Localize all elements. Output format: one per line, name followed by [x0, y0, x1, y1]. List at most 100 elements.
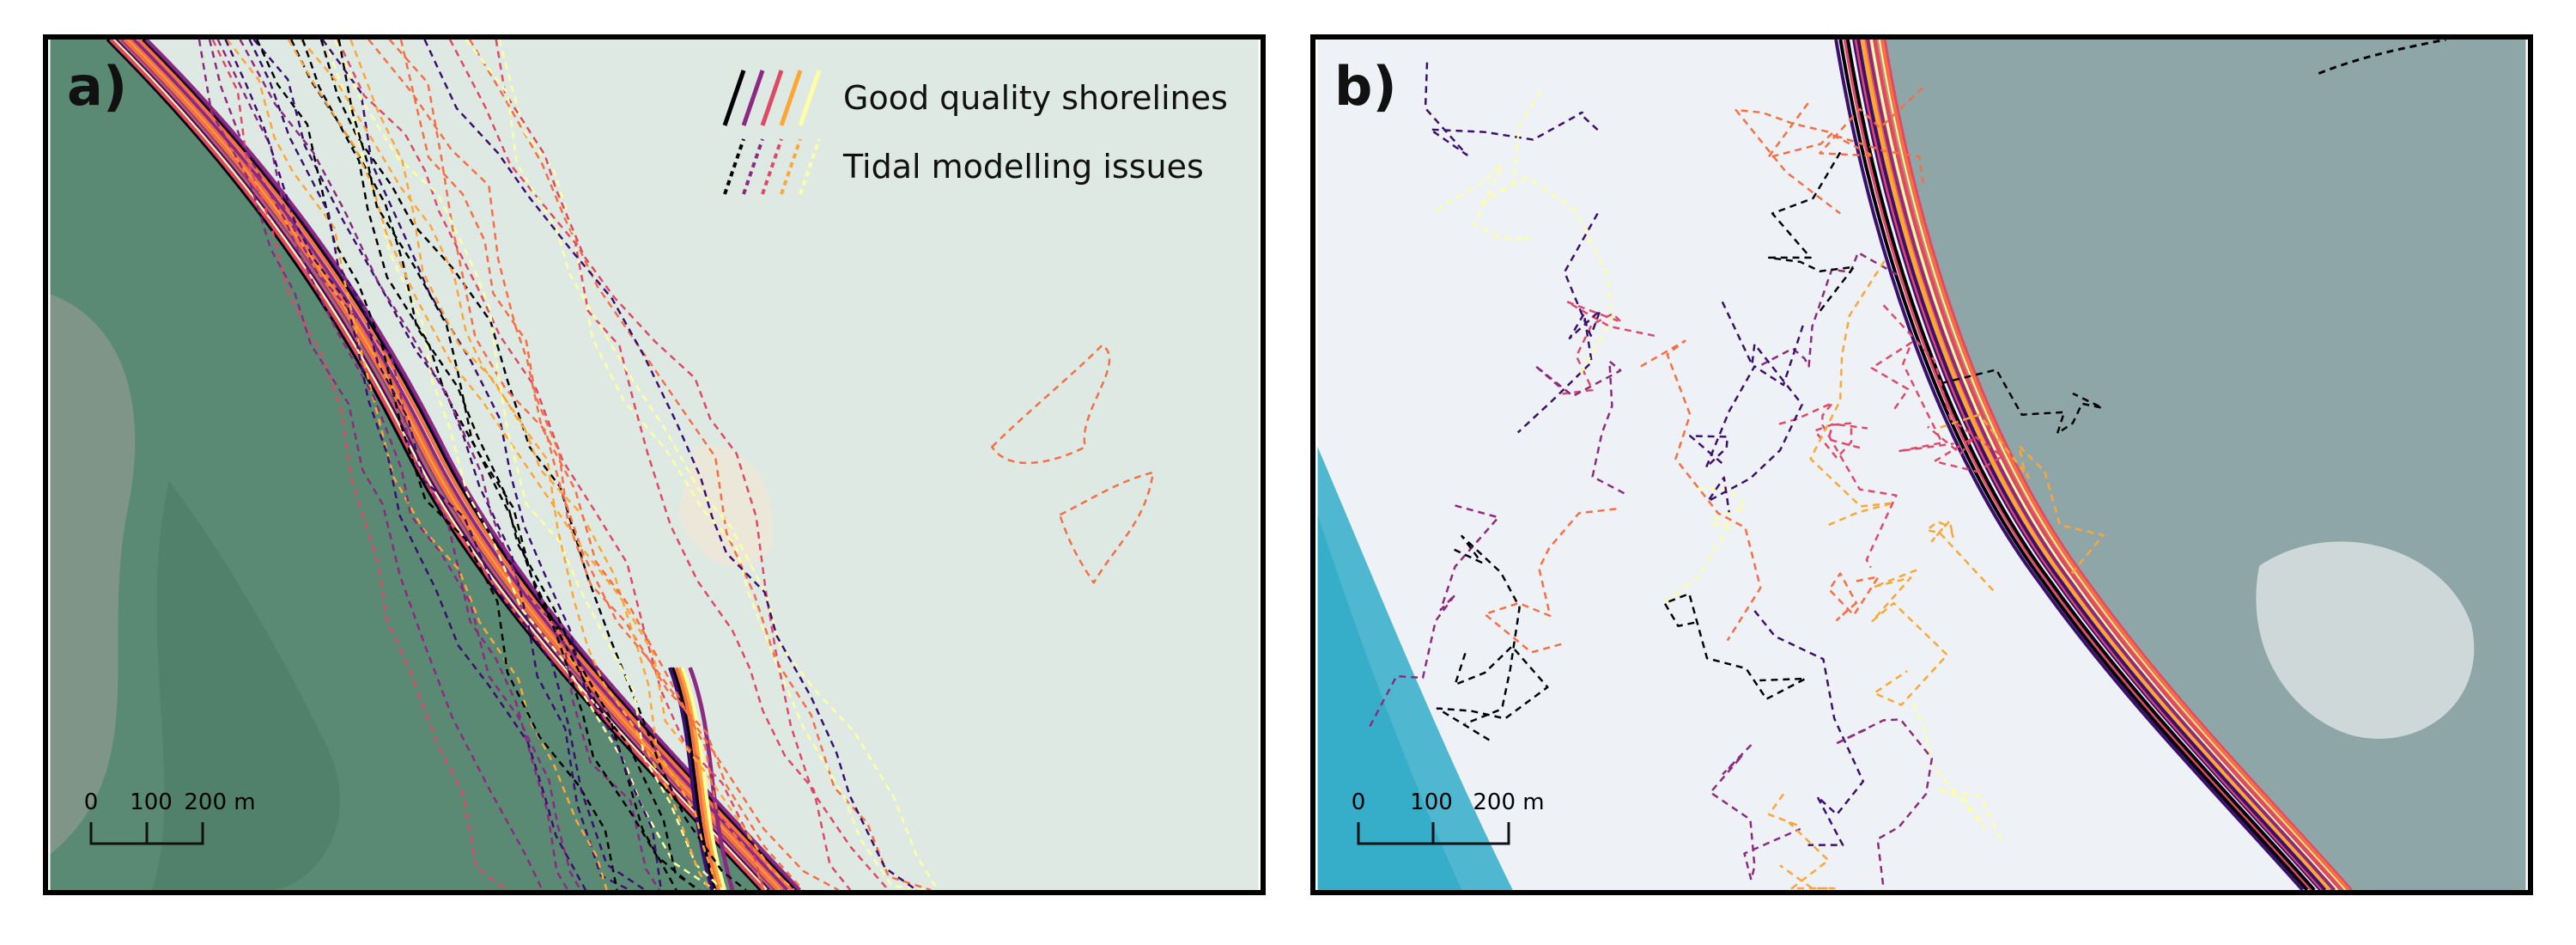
tidal-issue-shoreline [1758, 251, 1898, 368]
tidal-issue-shoreline [368, 40, 765, 890]
tidal-issue-shoreline [1941, 369, 2104, 435]
tidal-issue-shoreline [1819, 87, 1925, 184]
scale-a-tick-200: 200 m [184, 790, 255, 815]
good-quality-shoreline [1834, 40, 2305, 890]
tidal-issue-shoreline [1436, 645, 1549, 743]
scale-bar-b: 0 100 200 m [1341, 783, 1564, 864]
tidal-issue-shoreline [1940, 413, 2105, 576]
tidal-issue-shoreline [1454, 534, 1521, 725]
tidal-issue-shoreline [1706, 301, 1803, 513]
tidal-issue-shoreline [208, 40, 582, 890]
panel-b-label: b) [1334, 55, 1397, 118]
tidal-issue-shoreline [337, 40, 765, 890]
tidal-issue-shoreline [1516, 212, 1601, 434]
tidal-issue-shoreline [248, 40, 646, 890]
good-quality-shoreline [1845, 40, 2316, 890]
scale-a-tick-100: 100 [130, 790, 173, 815]
good-quality-shoreline [1838, 40, 2309, 890]
good-quality-shoreline [106, 40, 762, 890]
legend-dashed-lines-icon [723, 138, 821, 195]
good-quality-shoreline [1843, 40, 2313, 890]
tidal-issue-shoreline [468, 40, 932, 890]
tidal-issue-shoreline [256, 40, 618, 890]
legend-item-good-quality: Good quality shorelines [718, 64, 1228, 132]
tidal-issue-shoreline [1833, 718, 1934, 889]
tidal-issue-shoreline [448, 40, 852, 890]
good-quality-shoreline [1882, 40, 2353, 890]
tidal-issue-shoreline [252, 40, 630, 890]
tidal-issue-shoreline [323, 40, 716, 890]
legend-label-tidal-issues: Tidal modelling issues [843, 148, 1204, 186]
tidal-issue-shoreline [1640, 339, 1762, 642]
good-quality-shoreline [1856, 40, 2327, 890]
good-quality-shoreline [680, 667, 727, 890]
tidal-issue-shoreline [290, 40, 677, 890]
good-quality-shoreline [1861, 40, 2331, 890]
map-legend: Good quality shorelines Tidal modelling … [718, 64, 1228, 201]
scale-a-tick-0: 0 [84, 790, 99, 815]
tidal-issue-shoreline [301, 40, 701, 890]
legend-label-good-quality: Good quality shorelines [843, 79, 1228, 117]
tidal-issue-shoreline [498, 40, 928, 890]
tidal-issue-shoreline [1436, 163, 1531, 241]
good-quality-shoreline [112, 40, 768, 890]
shoreline-lines-b [1367, 40, 2446, 890]
good-quality-shoreline [1880, 40, 2350, 890]
shoreline-lines-a [106, 40, 1155, 890]
tidal-issue-shoreline [1689, 325, 1804, 469]
tidal-issue-shoreline [423, 40, 918, 890]
panel-a-map [50, 40, 1259, 890]
tidal-issue-shoreline [334, 40, 724, 890]
good-quality-shoreline [145, 40, 801, 890]
tidal-issue-shoreline [211, 40, 507, 890]
tidal-issue-shoreline [1870, 341, 1954, 453]
tidal-issue-shoreline [1912, 704, 2002, 843]
tidal-issue-shoreline [1557, 301, 1656, 396]
scale-bar-a: 0 100 200 m [74, 783, 297, 864]
good-quality-shoreline [123, 40, 779, 890]
good-quality-shoreline [674, 667, 720, 890]
tidal-issue-shoreline [1534, 360, 1627, 496]
tidal-issue-shoreline [319, 40, 747, 890]
scale-b-tick-100: 100 [1410, 790, 1453, 815]
tidal-issue-shoreline [1709, 744, 1801, 881]
good-quality-shoreline [1866, 40, 2336, 890]
good-quality-shoreline [1869, 40, 2340, 890]
tidal-issue-shoreline [1663, 592, 1807, 700]
tidal-issue-shoreline [321, 40, 663, 890]
good-quality-shoreline [137, 40, 793, 890]
map-panel-b: b) 0 100 200 m [1310, 34, 2533, 895]
scale-b-tick-200: 200 m [1473, 790, 1544, 815]
tidal-issue-shoreline [349, 40, 712, 890]
tidal-issue-shoreline [216, 40, 569, 890]
tidal-issue-shoreline [239, 40, 660, 890]
tidal-issue-shoreline [990, 344, 1111, 465]
tidal-issue-shoreline [197, 40, 544, 890]
good-quality-shoreline [109, 40, 765, 890]
tidal-issue-shoreline [1767, 151, 1856, 312]
panel-b-map [1317, 40, 2526, 890]
map-panel-a: a) Good quality shorelines Tidal modelli… [43, 34, 1266, 895]
tidal-issue-shoreline [388, 40, 839, 890]
tidal-issue-shoreline [1925, 519, 1996, 594]
tidal-issue-shoreline [1735, 102, 1841, 215]
good-quality-shoreline [1854, 40, 2324, 890]
tidal-issue-shoreline [1424, 62, 1602, 156]
tidal-issue-shoreline [337, 40, 699, 890]
tidal-issue-shoreline [1477, 90, 1613, 377]
tidal-issue-shoreline [1753, 610, 1865, 846]
tidal-issue-shoreline [495, 40, 890, 890]
tidal-issue-shoreline [465, 40, 939, 890]
tidal-issue-shoreline [224, 40, 587, 890]
tidal-issue-shoreline [1778, 401, 1898, 569]
tidal-issue-shoreline [1882, 304, 2004, 473]
tidal-issue-shoreline [1367, 504, 1500, 729]
legend-item-tidal-issues: Tidal modelling issues [718, 132, 1228, 201]
tidal-issue-shoreline [1828, 572, 1880, 622]
good-quality-shoreline [1873, 40, 2343, 890]
panel-a-label: a) [67, 55, 128, 118]
tidal-issue-shoreline [1483, 508, 1617, 654]
tidal-issue-shoreline [2318, 40, 2446, 75]
good-quality-shoreline [113, 40, 770, 890]
tidal-issue-shoreline [300, 40, 720, 890]
